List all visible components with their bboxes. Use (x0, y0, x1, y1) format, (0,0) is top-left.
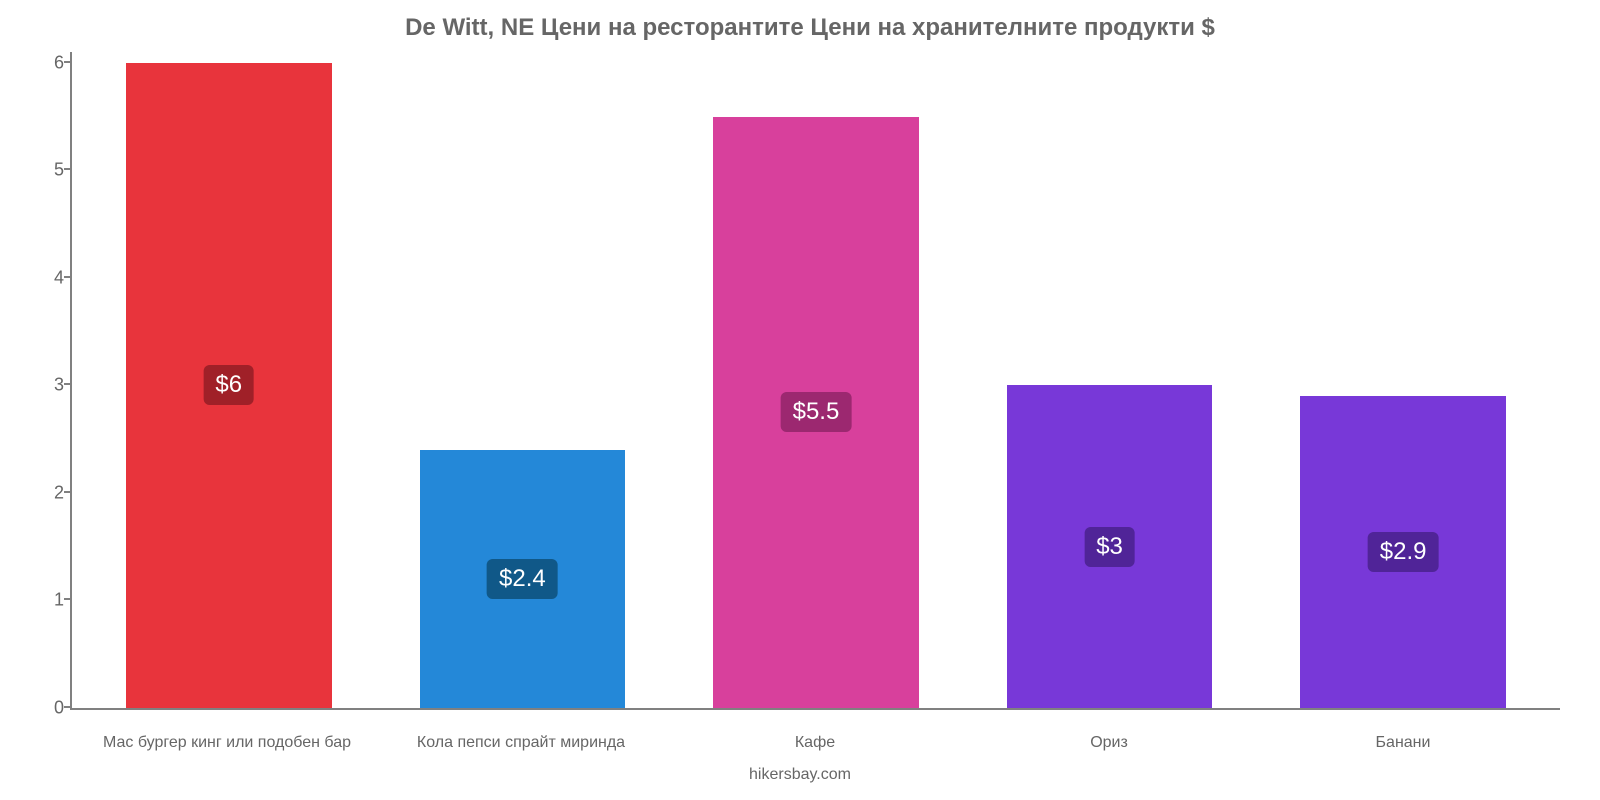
chart-footer: hikersbay.com (0, 766, 1600, 784)
x-axis-label: Кола пепси спрайт миринда (374, 734, 668, 752)
chart-title: De Witt, NE Цени на ресторантите Цени на… (60, 0, 1560, 42)
value-badge: $3 (1084, 527, 1135, 567)
bar-slot: $6 (82, 52, 376, 708)
price-bar-chart: De Witt, NE Цени на ресторантите Цени на… (0, 0, 1600, 800)
y-tick-mark (64, 706, 72, 708)
x-axis-label: Кафе (668, 734, 962, 752)
y-tick-mark (64, 168, 72, 170)
bar: $3 (1007, 385, 1213, 708)
y-tick-label: 5 (36, 160, 64, 181)
plot-area: $6$2.4$5.5$3$2.9 0123456 (70, 52, 1560, 710)
value-badge: $5.5 (781, 392, 852, 432)
y-tick-label: 6 (36, 52, 64, 73)
bar-slot: $3 (963, 52, 1257, 708)
y-tick-mark (64, 276, 72, 278)
value-badge: $2.9 (1368, 532, 1439, 572)
y-tick-label: 0 (36, 698, 64, 719)
x-axis-label: Ориз (962, 734, 1256, 752)
y-tick-mark (64, 61, 72, 63)
value-badge: $6 (203, 365, 254, 405)
bar: $6 (126, 63, 332, 708)
x-axis-labels: Мас бургер кинг или подобен барКола пепс… (70, 734, 1560, 752)
y-tick-label: 3 (36, 375, 64, 396)
x-axis-label: Мас бургер кинг или подобен бар (80, 734, 374, 752)
y-tick-mark (64, 383, 72, 385)
bar: $2.4 (420, 450, 626, 708)
y-tick-mark (64, 598, 72, 600)
y-tick-label: 4 (36, 267, 64, 288)
bars-container: $6 $2.4 $5.5 $3 $2.9 (72, 52, 1560, 708)
bar-slot: $2.4 (376, 52, 670, 708)
y-tick-label: 1 (36, 590, 64, 611)
x-axis-label: Банани (1256, 734, 1550, 752)
value-badge: $2.4 (487, 559, 558, 599)
bar-slot: $5.5 (669, 52, 963, 708)
bar: $5.5 (713, 117, 919, 708)
bar-slot: $2.9 (1256, 52, 1550, 708)
y-tick-label: 2 (36, 482, 64, 503)
bar: $2.9 (1300, 396, 1506, 708)
y-tick-mark (64, 491, 72, 493)
